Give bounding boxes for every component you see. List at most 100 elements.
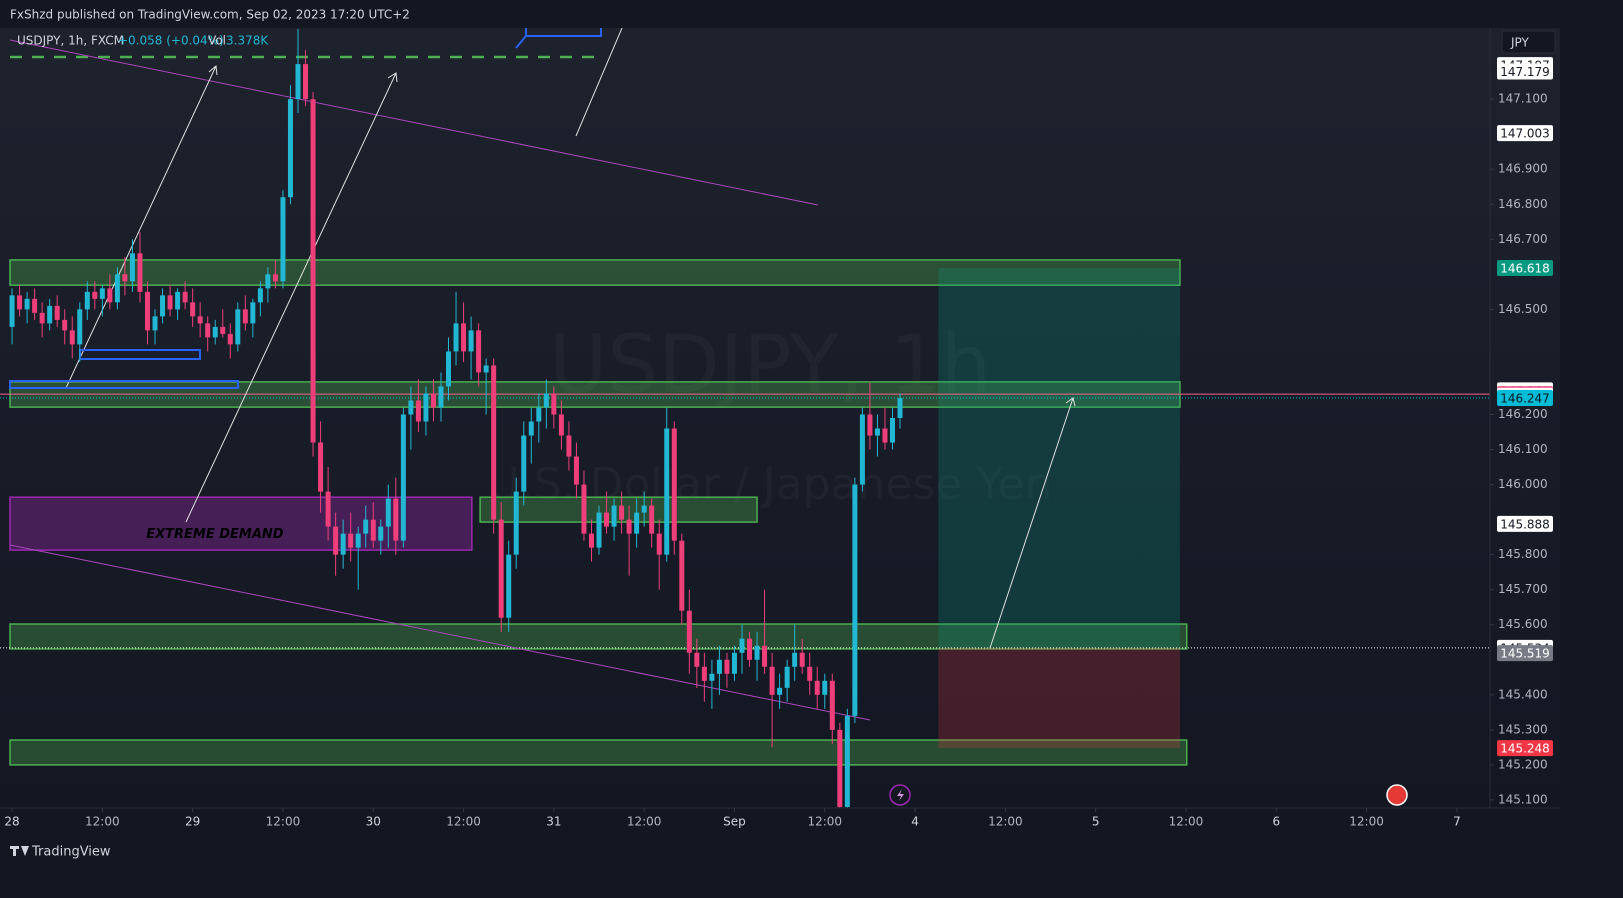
x-tick-label: 28 [4,815,19,829]
candle-body [867,414,873,436]
candle-body [784,666,790,688]
candle-body [220,326,226,334]
candle-body [400,414,406,541]
candle-body [197,316,203,324]
publisher-note: FxShzd published on TradingView.com, Sep… [10,8,410,22]
y-tick-label: 146.200 [1498,407,1548,421]
arrow [575,28,623,137]
price-badge [1497,740,1553,757]
candle-body [634,512,640,534]
candle-body [543,393,549,408]
candle-body [882,428,888,443]
candle-body [483,365,489,373]
x-tick-label: 12:00 [1169,815,1204,829]
candle-body [573,456,579,485]
arrow [989,397,1076,649]
currency-box[interactable] [1501,30,1556,54]
event-icon-glyph [897,789,904,801]
arrow [185,72,398,523]
x-tick-label: 6 [1272,815,1280,829]
candle-body [318,442,324,492]
position-target [938,268,1180,648]
candle-body [438,386,444,408]
candle-body [859,414,865,485]
candle-body [167,295,173,310]
position-stop [938,647,1180,749]
volume: 3.378K [226,34,269,48]
candle-body [348,533,354,548]
event-icon[interactable] [889,784,911,806]
candle-body [716,659,722,674]
price-badge-label: 145.248 [1500,742,1550,756]
candle-body [280,197,286,282]
candle-body [303,64,309,100]
drawings [9,28,1076,721]
candle-body [506,554,512,618]
candle-body [551,393,557,415]
candle-body [701,666,707,681]
candle-body [731,652,737,674]
candle-body [295,64,301,100]
candle-body [310,99,316,443]
x-tick-label: 12:00 [988,815,1023,829]
candle-body [446,351,452,387]
price-badge-label: 145.888 [1500,517,1550,531]
flag-icon[interactable] [1386,784,1408,806]
candle-body [799,652,805,667]
y-tick-label: 146.700 [1498,232,1548,246]
candle-body [724,659,730,674]
zone [479,496,758,523]
trendline [9,39,819,206]
candle-body [468,330,474,352]
y-tick-label: 145.700 [1498,582,1548,596]
candle-body [114,274,120,303]
candle-body [641,505,647,513]
candle-body [694,652,700,667]
candle-body [671,428,677,541]
axes: 147.100 146.900 146.800 146.700 146.500 146.2… [4,57,1553,829]
candle-body [897,398,903,418]
arrow [65,65,218,389]
candle-body [378,526,384,541]
x-tick-label: 30 [366,815,381,829]
candle-body [137,253,143,292]
candle-body [242,309,248,324]
candle-body [272,274,278,282]
price-badge [1497,260,1553,277]
x-tick-label: 7 [1453,815,1461,829]
price-badge [1497,515,1553,532]
x-tick-label: 5 [1092,815,1100,829]
x-tick-label: 29 [185,815,200,829]
candle-body [393,498,399,541]
candle-body [686,610,692,653]
candle-body [423,393,429,422]
y-tick-label: 145.300 [1498,722,1548,736]
currency[interactable]: JPY [1510,36,1530,50]
candle-body [709,673,715,681]
candle-body [528,421,534,436]
trendline [9,544,871,721]
x-tick-label: 4 [911,815,919,829]
y-tick-label: 145.200 [1498,757,1548,771]
y-tick-label: 146.900 [1498,162,1548,176]
candle-body [604,512,610,527]
candle-body [129,253,135,282]
candle-body [762,645,768,667]
candle-body [227,333,233,345]
candle-body [664,428,670,555]
candle-body [175,291,181,310]
candle-body [829,680,835,730]
candle-body [160,295,166,317]
candle-body [205,323,211,338]
y-tick-label: 146.000 [1498,477,1548,491]
candle-body [649,505,655,534]
candle-body [190,302,196,317]
candle-body [287,99,293,198]
candle-body [9,295,15,327]
candle-body [235,309,241,345]
candle-body [122,274,128,282]
candle-body [363,519,369,534]
y-tick-label: 146.100 [1498,442,1548,456]
zone [9,739,1188,766]
